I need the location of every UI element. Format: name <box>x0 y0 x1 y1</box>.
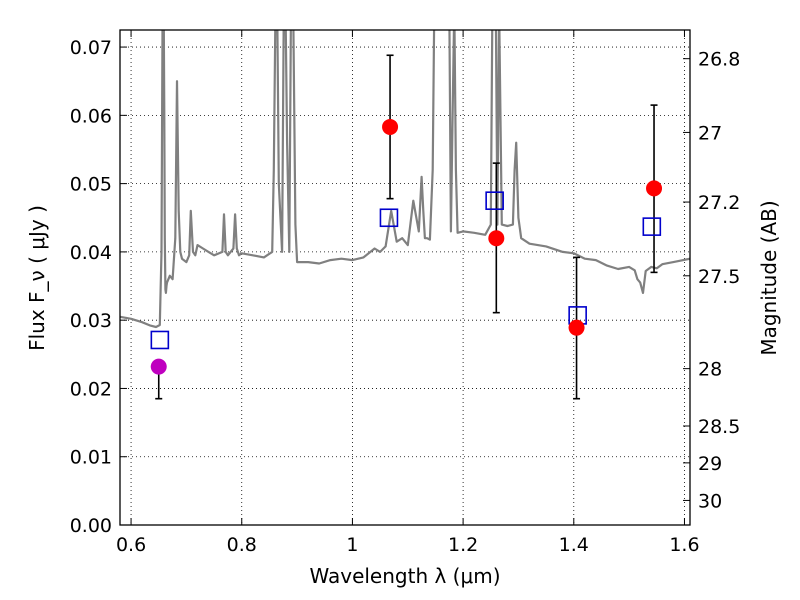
model-photometry-layer <box>150 191 662 350</box>
x-tick-label: 1.4 <box>559 534 589 556</box>
right-tick-label: 27.2 <box>698 192 740 214</box>
model-photometry-box <box>150 330 170 350</box>
observed-point <box>568 319 585 336</box>
observed-point <box>646 180 663 197</box>
right-tick-label: 30 <box>698 490 722 512</box>
right-tick-label: 26.8 <box>698 49 740 71</box>
y-tick-label: 0.06 <box>70 105 112 127</box>
right-tick-label: 28 <box>698 359 722 381</box>
y-tick-label: 0.02 <box>70 378 112 400</box>
x-axis-label: Wavelength λ (μm) <box>309 564 500 588</box>
x-tick-label: 1.6 <box>669 534 699 556</box>
y-axis-ticks: 0.00 0.01 0.02 0.03 0.04 0.05 0.06 0.07 <box>70 37 127 537</box>
observed-point <box>382 118 399 135</box>
right-axis-label: Magnitude (AB) <box>757 200 781 355</box>
y-tick-label: 0.07 <box>70 37 112 59</box>
x-tick-label: 1.2 <box>448 534 478 556</box>
model-photometry-box <box>379 208 399 228</box>
observed-points-layer <box>150 118 663 375</box>
model-photometry-box <box>642 217 662 236</box>
x-tick-label: 0.6 <box>116 534 146 556</box>
right-tick-label: 27.5 <box>698 266 740 288</box>
right-axis-ticks: 26.8 27 27.2 27.5 28 28.5 29 30 <box>683 49 740 512</box>
y-tick-label: 0.04 <box>70 242 112 264</box>
y-axis-label: Flux F_ν ( μJy ) <box>25 205 49 351</box>
right-tick-label: 28.5 <box>698 416 740 438</box>
right-tick-label: 27 <box>698 122 722 144</box>
model-photometry-box <box>485 191 504 210</box>
observed-point <box>488 230 505 247</box>
right-tick-label: 29 <box>698 453 722 475</box>
y-tick-label: 0.00 <box>70 515 112 537</box>
y-tick-label: 0.03 <box>70 310 112 332</box>
y-tick-label: 0.05 <box>70 174 112 196</box>
plot-frame <box>119 29 691 526</box>
model-spectrum-line <box>120 30 690 329</box>
x-axis-ticks: 0.6 0.8 1 1.2 1.4 1.6 <box>116 30 700 556</box>
observed-point <box>150 358 167 375</box>
x-tick-label: 0.8 <box>227 534 257 556</box>
plot-background <box>120 30 690 525</box>
y-tick-label: 0.01 <box>70 447 112 469</box>
model-spectrum-layer <box>120 30 690 329</box>
x-tick-label: 1 <box>346 534 358 556</box>
